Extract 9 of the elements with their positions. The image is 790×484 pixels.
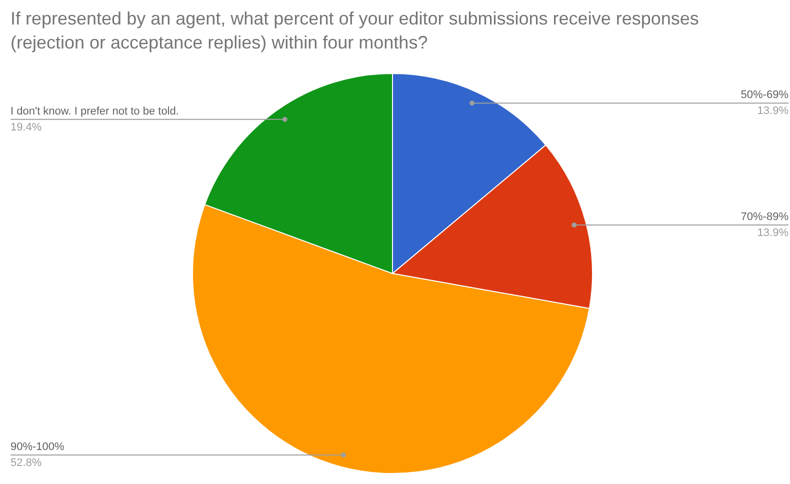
slice-label: I don't know. I prefer not to be told. xyxy=(10,105,179,118)
slice-label: 70%-89% xyxy=(740,211,789,224)
slice-label: 50%-69% xyxy=(740,89,789,102)
data-label: 19.4% xyxy=(10,121,42,134)
slice-label: 90%-100% xyxy=(10,440,65,453)
chart-title: If represented by an agent, what percent of your editor submissions receive responses (rejection or acceptance replies) within four months? xyxy=(10,8,699,52)
data-label: 52.8% xyxy=(10,456,42,469)
data-label: 13.9% xyxy=(757,227,789,240)
data-label: 13.9% xyxy=(757,105,789,118)
